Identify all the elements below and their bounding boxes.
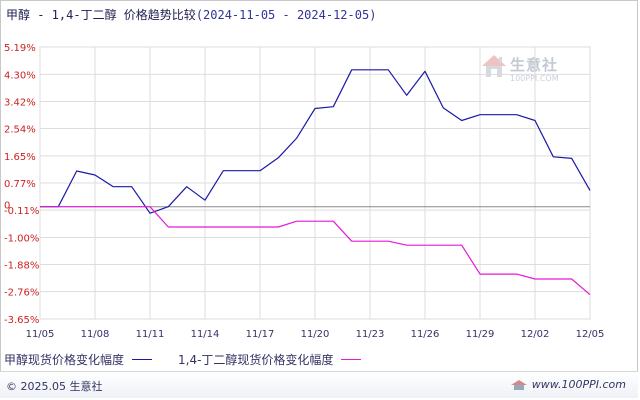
legend: 甲醇现货价格变化幅度 1,4-丁二醇现货价格变化幅度 (4, 351, 387, 368)
y-tick-label: 4.30% (4, 70, 36, 81)
chart-date-range: (2024-11-05 - 2024-12-05) (195, 8, 377, 22)
x-tick-label: 11/26 (411, 329, 440, 340)
series-line-1 (40, 206, 591, 296)
x-tick-label: 11/14 (191, 329, 220, 340)
legend-item-methanol: 甲醇现货价格变化幅度 (4, 351, 153, 368)
x-tick-label: 12/02 (521, 329, 550, 340)
legend-swatch-methanol (132, 359, 153, 360)
x-tick-label: 11/29 (466, 329, 495, 340)
legend-swatch-bdo (341, 359, 362, 360)
watermark-url: 100PPI.COM (510, 74, 559, 83)
chart-title: 甲醇 - 1,4-丁二醇 价格趋势比较(2024-11-05 - 2024-12… (6, 6, 376, 23)
x-tick-label: 11/08 (81, 329, 110, 340)
y-tick-label: 2.54% (4, 125, 36, 136)
x-tick-label: 11/11 (136, 329, 165, 340)
legend-item-bdo: 1,4-丁二醇现货价格变化幅度 (178, 351, 362, 368)
y-tick-label: -1.00% (4, 233, 39, 244)
y-tick-label: 0.77% (4, 179, 36, 190)
grid-layer (39, 46, 591, 320)
y-tick-label: -1.88% (4, 261, 39, 272)
series-line-0 (40, 69, 591, 214)
legend-label-methanol: 甲醇现货价格变化幅度 (4, 353, 125, 367)
footer-site-link[interactable]: www.100PPI.com (510, 378, 626, 391)
x-tick-label: 11/17 (246, 329, 275, 340)
x-tick-label: 11/05 (26, 329, 55, 340)
footer-site-url[interactable]: www.100PPI.com (531, 378, 626, 391)
chart-title-text: 甲醇 - 1,4-丁二醇 价格趋势比较 (6, 8, 196, 22)
footer: © 2025.05 生意社 www.100PPI.com (0, 371, 638, 398)
y-tick-label: -2.76% (4, 288, 39, 299)
x-tick-label: 12/05 (576, 329, 605, 340)
house-logo-icon (482, 55, 506, 77)
y-tick-label: 1.65% (4, 152, 36, 163)
zero-label: 0 (4, 201, 10, 212)
legend-label-bdo: 1,4-丁二醇现货价格变化幅度 (178, 353, 334, 367)
y-tick-label: 5.19% (4, 43, 36, 54)
series-layer (40, 69, 591, 296)
axis-layer: 5.19% 4.30% 3.42% 2.54% 1.65% 0.77% -0.11% -1.0… (4, 43, 604, 340)
x-tick-label: 11/23 (356, 329, 385, 340)
y-tick-label: 3.42% (4, 97, 36, 108)
y-tick-label: -3.65% (4, 315, 39, 326)
watermark-logo: 生意社 100PPI.COM (480, 52, 580, 92)
y-tick-label: -0.11% (4, 206, 39, 217)
watermark-brand: 生意社 (510, 56, 559, 74)
footer-copyright: © 2025.05 生意社 (6, 380, 103, 393)
x-tick-label: 11/20 (301, 329, 330, 340)
site-logo-icon (510, 379, 527, 390)
